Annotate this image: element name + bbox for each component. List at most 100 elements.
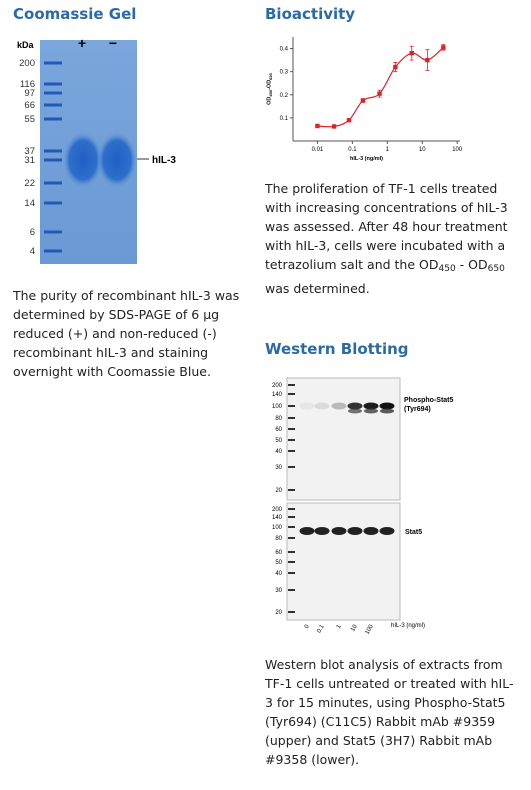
ladder-band: [288, 516, 295, 518]
lane-label: 0.1: [316, 623, 326, 634]
curve: [317, 46, 444, 128]
ladder-band: [288, 393, 295, 395]
lane-label: 1: [336, 623, 343, 629]
ladder-band: [288, 489, 295, 491]
marker-label: 60: [275, 427, 282, 433]
text: 650: [487, 264, 505, 274]
ladder-band: [288, 450, 295, 452]
ladder-band: [44, 117, 62, 121]
point: [360, 98, 366, 103]
gel-heading: Coomassie Gel: [13, 5, 137, 23]
point: [331, 124, 337, 129]
blot-band: [314, 527, 330, 535]
x-tick-label: 1: [386, 147, 390, 153]
point: [441, 45, 446, 50]
marker-label: 80: [275, 416, 282, 422]
blot-band: [299, 402, 315, 410]
gel-band: [63, 132, 103, 188]
point: [393, 64, 398, 70]
x-axis-label: hIL-3 (ng/ml): [350, 156, 383, 162]
point: [346, 118, 352, 123]
blot-band: [331, 402, 347, 410]
blot-band: [379, 402, 395, 410]
blot-band: [347, 527, 363, 535]
ladder-band: [288, 508, 295, 510]
western-heading: Western Blotting: [265, 340, 409, 358]
ladder-band: [288, 572, 295, 574]
ladder-band: [44, 61, 62, 65]
blot-band: [331, 527, 347, 535]
y-tick-label: 0.3: [280, 70, 289, 76]
text: OD: [419, 257, 439, 272]
ladder-band: [288, 428, 295, 430]
marker-label: 140: [272, 392, 283, 398]
x-tick-label: 0.01: [312, 147, 324, 153]
bioactivity-caption: The proliferation of TF-1 cells treated …: [265, 179, 515, 298]
ladder-band: [44, 82, 62, 86]
ladder-band: [288, 589, 295, 591]
text: The proliferation of TF-1 cells treated …: [265, 181, 508, 272]
gel-caption: The purity of recombinant hIL-3 was dete…: [13, 288, 240, 379]
blot-band: [347, 402, 363, 410]
lane-label: 10: [350, 623, 359, 632]
blot-band: [379, 527, 395, 535]
marker-label: 100: [272, 404, 283, 410]
ladder-band: [44, 158, 62, 162]
western-caption: Western blot analysis of extracts from T…: [265, 657, 514, 767]
ladder-band: [288, 551, 295, 553]
ladder-band: [288, 466, 295, 468]
text: 450: [438, 264, 456, 274]
marker-label: 55: [24, 114, 35, 125]
bioactivity-heading: Bioactivity: [265, 5, 356, 23]
blot-band: [364, 408, 378, 414]
marker-label: 20: [275, 610, 282, 616]
marker-label: 200: [19, 58, 35, 69]
marker-label: 60: [275, 550, 282, 556]
marker-label: 100: [272, 525, 283, 531]
label-part: -OD: [267, 80, 273, 90]
x-tick-label: 0.1: [348, 147, 357, 153]
ladder-band: [288, 526, 295, 528]
marker-label: 6: [30, 227, 35, 238]
text: -: [455, 257, 469, 272]
label-part: 450: [268, 89, 273, 96]
ladder-band: [288, 417, 295, 419]
marker-label: 20: [275, 488, 282, 494]
y-tick-label: 0.4: [280, 47, 289, 53]
marker-label: 4: [30, 246, 35, 257]
label-part: OD: [267, 97, 273, 105]
blot-label: Phospho-Stat5: [404, 397, 453, 404]
marker-label: 200: [272, 383, 283, 389]
point: [409, 50, 414, 56]
blot-band: [299, 527, 315, 535]
blot-label: (Tyr694): [404, 406, 431, 413]
blot-label: Stat5: [405, 529, 422, 536]
blot-band: [380, 408, 394, 414]
lane-label: −: [109, 35, 117, 51]
ladder-band: [288, 611, 295, 613]
ladder-band: [288, 384, 295, 386]
marker-label: 37: [24, 146, 35, 157]
marker-label: 30: [275, 588, 282, 594]
point: [315, 123, 320, 129]
text: OD: [468, 257, 488, 272]
lane-label: +: [78, 35, 86, 51]
marker-label: 116: [20, 79, 35, 90]
point: [425, 57, 430, 63]
ladder-band: [288, 537, 295, 539]
marker-label: 14: [24, 198, 35, 209]
ladder-band: [44, 149, 62, 153]
ladder-band: [288, 561, 295, 563]
x-tick-label: 10: [419, 147, 426, 153]
blot-band: [314, 402, 330, 410]
blot-band: [363, 527, 379, 535]
ladder-band: [44, 249, 62, 253]
lane-label: 100: [365, 623, 376, 635]
marker-label: 200: [272, 507, 283, 513]
gel-unit: kDa: [17, 40, 35, 50]
label-part: 650: [268, 72, 273, 79]
blot-upper: [286, 377, 401, 501]
marker-label: 140: [272, 515, 283, 521]
